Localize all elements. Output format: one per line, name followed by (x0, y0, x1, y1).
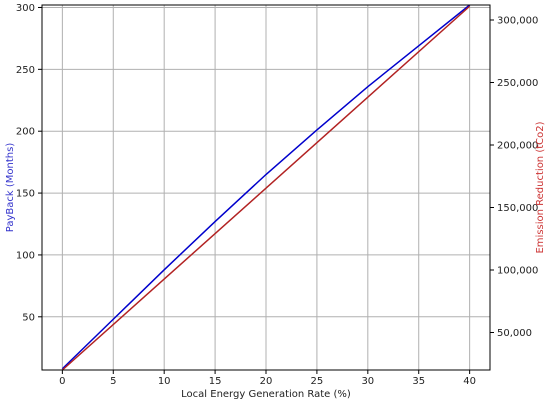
x-tick-label: 35 (412, 376, 425, 387)
y-right-tick-label: 150,000 (497, 203, 538, 214)
y-left-axis-ticks: 50 100 150 200 250 300 (16, 3, 42, 323)
x-tick-label: 20 (260, 376, 273, 387)
x-tick-label: 10 (158, 376, 171, 387)
y-right-axis-ticks: 50,000 100,000 150,000 200,000 250,000 300,00… (490, 16, 538, 339)
y-right-tick-label: 250,000 (497, 78, 538, 89)
x-tick-label: 5 (110, 376, 116, 387)
y-left-tick-label: 200 (16, 127, 35, 138)
y-right-tick-label: 200,000 (497, 141, 538, 152)
y-left-tick-label: 100 (16, 250, 35, 261)
x-tick-label: 0 (59, 376, 65, 387)
y-left-tick-label: 250 (16, 65, 35, 76)
y-right-tick-label: 50,000 (497, 328, 532, 339)
y-right-tick-label: 300,000 (497, 16, 538, 27)
x-tick-label: 40 (463, 376, 476, 387)
x-tick-label: 25 (311, 376, 324, 387)
payback-line (61, 4, 471, 370)
x-axis-title: Local Energy Generation Rate (%) (181, 389, 351, 400)
x-axis-ticks: 0 5 10 15 20 25 30 35 40 (59, 370, 476, 387)
y-right-axis-title: Emission Reduction (tCo2) (535, 121, 546, 253)
x-tick-label: 15 (209, 376, 222, 387)
x-tick-label: 30 (361, 376, 374, 387)
y-left-tick-label: 300 (16, 3, 35, 14)
y-left-tick-label: 150 (16, 189, 35, 200)
plot-series (61, 4, 471, 371)
y-right-tick-label: 100,000 (497, 266, 538, 277)
emission-reduction-line (61, 5, 471, 371)
y-left-axis-title: PayBack (Months) (5, 143, 16, 233)
y-left-tick-label: 50 (22, 312, 35, 323)
